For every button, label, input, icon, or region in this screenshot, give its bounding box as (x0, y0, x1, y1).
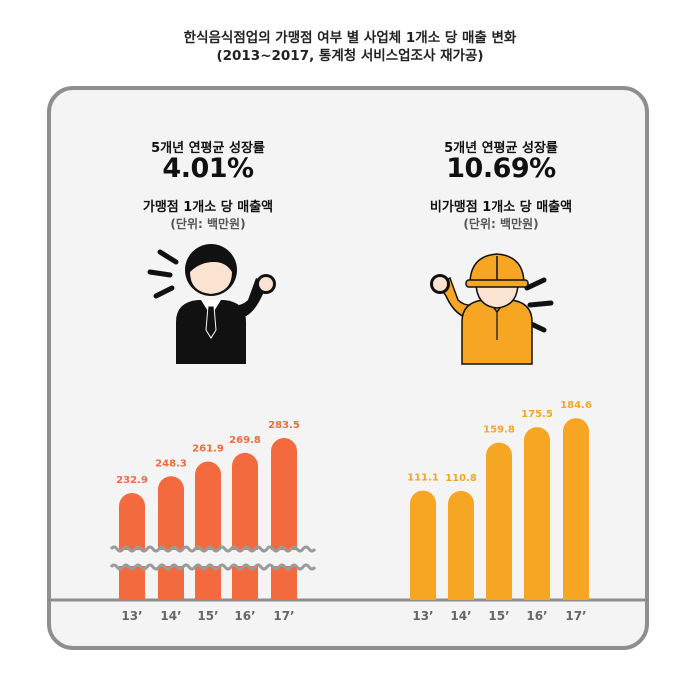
right-metric-label: 비가맹점 1개소 당 매출액 (429, 200, 573, 215)
right-unit-label: (단위: 백만원) (463, 217, 539, 231)
right-bar-2 (486, 442, 512, 600)
left-bar-1 (158, 476, 184, 600)
left-axis-break-line-top (109, 545, 317, 553)
right-value-label-1: 110.8 (445, 473, 477, 484)
right-bar-4 (563, 418, 589, 600)
right-growth-label: 5개년 연평균 성장률 (444, 141, 558, 156)
left-category-label-1: 14’ (160, 609, 181, 623)
right-category-label-0: 13’ (412, 609, 433, 623)
left-bar-4 (271, 438, 297, 600)
office-worker-icon (147, 244, 276, 364)
left-value-label-0: 232.9 (116, 475, 148, 486)
right-value-label-2: 159.8 (483, 425, 515, 436)
construction-worker-icon (430, 253, 554, 365)
right-category-label-1: 14’ (450, 609, 471, 623)
right-category-label-2: 15’ (488, 609, 509, 623)
left-category-label-3: 16’ (234, 609, 255, 623)
left-bar-0 (119, 493, 145, 600)
left-value-label-3: 269.8 (229, 435, 261, 446)
left-category-label-4: 17’ (273, 609, 294, 623)
left-value-label-1: 248.3 (155, 458, 187, 469)
right-bar-1 (448, 490, 474, 600)
right-category-label-3: 16’ (526, 609, 547, 623)
right-value-label-3: 175.5 (521, 409, 553, 420)
right-bar-0 (410, 490, 436, 600)
left-bar-2 (195, 461, 221, 600)
left-value-label-2: 261.9 (192, 444, 224, 455)
left-category-label-0: 13’ (121, 609, 142, 623)
left-axis-break-line-bottom (109, 563, 317, 571)
right-bar-3 (524, 427, 550, 600)
left-growth-label: 5개년 연평균 성장률 (151, 141, 265, 156)
left-bar-3 (232, 452, 258, 600)
left-value-label-4: 283.5 (268, 420, 300, 431)
left-unit-label: (단위: 백만원) (170, 217, 246, 231)
chart-title-line2: (2013~2017, 통계청 서비스업조사 재가공) (216, 48, 484, 64)
left-axis-break (111, 550, 305, 566)
left-growth-value: 4.01% (162, 153, 254, 184)
chart-title-line1: 한식음식점업의 가맹점 여부 별 사업체 1개소 당 매출 변화 (183, 30, 517, 46)
right-value-label-4: 184.6 (560, 400, 592, 411)
left-category-label-2: 15’ (197, 609, 218, 623)
right-growth-value: 10.69% (446, 153, 556, 184)
left-metric-label: 가맹점 1개소 당 매출액 (142, 200, 274, 215)
right-value-label-0: 111.1 (407, 473, 439, 484)
right-category-label-4: 17’ (565, 609, 586, 623)
